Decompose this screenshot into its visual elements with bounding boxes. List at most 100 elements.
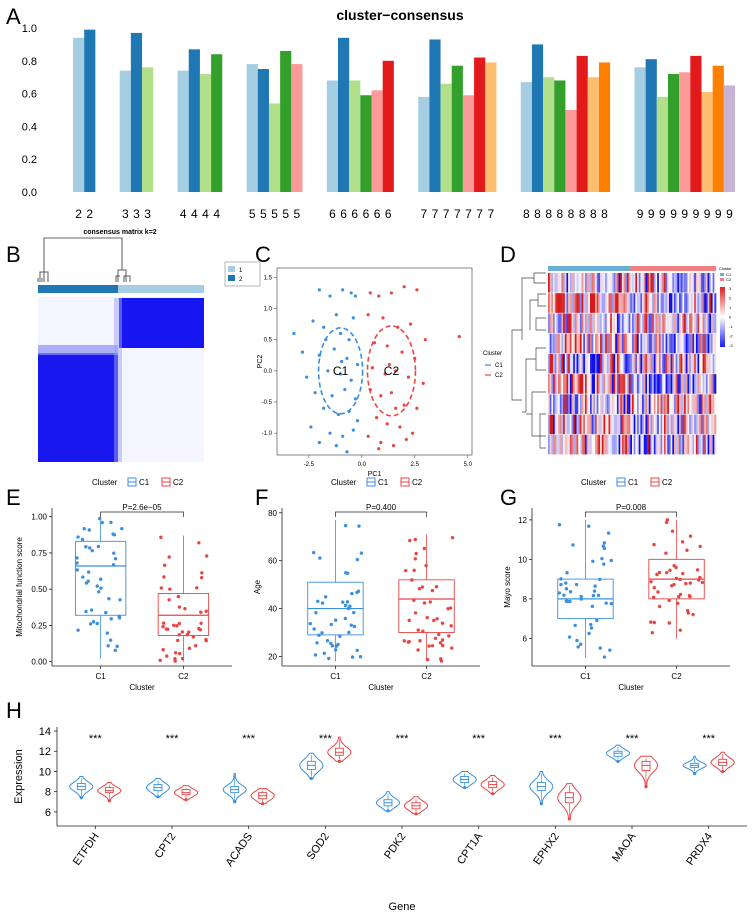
jitter-point [107,597,111,601]
jitter-point [680,540,685,544]
heatmap-cell [628,434,631,455]
heatmap-cell [603,353,606,374]
heatmap-cell [647,273,650,293]
heatmap-cell [621,353,624,374]
violin-outline [682,755,707,774]
heatmap-cell [549,374,552,394]
jitter-point [355,590,359,595]
heatmap-cell [653,414,656,435]
heatmap-cell [692,353,695,374]
heatmap-cell [573,374,576,394]
heatmap-cell [707,313,710,334]
heatmap-cell [640,353,643,374]
heatmap-cell [608,333,611,354]
gene-label: ACADS [224,831,256,869]
jitter-point [446,606,450,611]
x-tick-label: 9 [704,207,711,221]
heatmap-cell [690,273,693,293]
bar [371,90,383,192]
heatmap-cell [613,353,616,374]
jitter-point [115,644,119,649]
heatmap-cell [692,394,695,414]
heatmap-cell [574,293,577,313]
heatmap-cell [630,333,633,354]
y-tick-label: 8 [523,595,528,604]
heatmap-cell [564,414,567,435]
heatmap-cell [573,273,576,293]
heatmap-cell [662,333,665,354]
jitter-point [652,620,656,625]
jitter-point [410,578,414,582]
heatmap-cell [563,374,566,394]
heatmap-cell [590,374,592,394]
heatmap-cell [600,313,603,334]
jitter-point [204,554,209,558]
violin-outline [222,772,247,803]
heatmap-cell [702,333,705,354]
heatmap-cell [685,394,688,414]
x-tick-label: -2.5 [304,462,315,468]
heatmap-cell [695,353,698,374]
heatmap-cell [556,333,559,354]
x-tick-label: 4 [180,207,187,221]
heatmap-cell [549,414,552,435]
heatmap-cell [595,313,598,334]
x-tick-label: 4 [213,207,220,221]
heatmap-cell [630,374,633,394]
heatmap-cell [642,353,645,374]
jitter-point [670,584,674,588]
heatmap-cell [608,374,611,394]
heatmap-cell [700,273,703,293]
heatmap-cell [551,374,554,394]
bar [554,80,566,192]
x-axis-label: Gene [389,901,416,913]
jitter-point [433,636,438,641]
heatmap-cell [574,414,577,435]
heatmap-cell [650,353,653,374]
jitter-point [609,601,614,606]
heatmap-cell [675,353,678,374]
x-tick-label: 6 [329,207,336,221]
outlier-point [721,769,725,774]
heatmap-cell [558,313,561,334]
heatmap-cell [586,273,589,293]
heatmap-cell [621,273,624,293]
jitter-point [402,639,406,643]
heatmap-cell [591,273,594,293]
outlier-point [616,759,620,763]
scatter-point [387,363,391,367]
heatmap-cell [628,374,631,394]
heatmap-cell [549,273,552,293]
jitter-point [336,642,340,647]
outlier-point [184,798,188,802]
x-tick-label: 9 [715,207,722,221]
jitter-point [688,534,693,538]
jitter-point [84,545,88,549]
gene-label: PDK2 [382,831,408,861]
heatmap-cell [584,394,587,414]
heatmap-cell [563,313,566,334]
heatmap-cell [561,313,564,334]
heatmap-cell [626,434,629,455]
heatmap-cell [571,313,574,334]
heatmap-cell [680,273,683,293]
heatmap-cell [679,414,682,435]
heatmap-cell [558,293,561,313]
heatmap-cell [600,394,603,414]
heatmap-cell [689,333,692,354]
scale-tick-label: 2 [729,296,732,301]
heatmap-cell [610,333,613,354]
jitter-point [664,551,668,555]
heatmap-cell [610,273,613,293]
gene-label: EPHX2 [531,831,562,867]
jitter-point [559,582,563,587]
heatmap-cell [662,374,665,394]
heatmap-cell [674,273,676,293]
heatmap-cell [663,273,666,293]
heatmap-cell [554,313,557,334]
y-axis-label: PC2 [257,355,264,369]
heatmap-cell [616,414,619,435]
heatmap-cell [576,313,579,334]
heatmap-cell [672,414,675,435]
x-tick-label: 6 [340,207,347,221]
